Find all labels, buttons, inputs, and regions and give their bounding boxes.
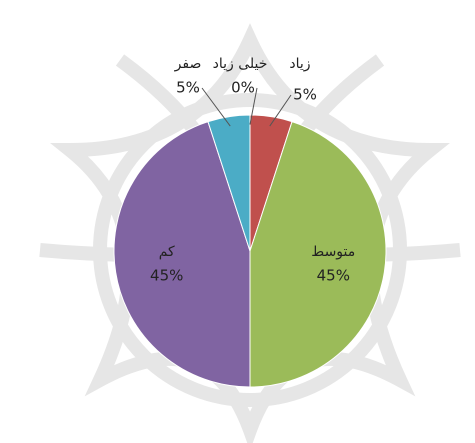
value-label: 5%	[176, 79, 200, 97]
category-label: صفر	[174, 56, 202, 72]
value-label: 45%	[150, 267, 183, 285]
category-label: زیاد	[289, 56, 310, 72]
category-label: متوسط	[311, 244, 355, 260]
value-label: 0%	[231, 79, 255, 97]
category-label: خیلی زیاد	[213, 56, 268, 72]
chart: زیاد 5% متوسط 45% کم 45% صفر 5% خیلی زیاد 0%	[0, 0, 475, 443]
value-label: 5%	[293, 86, 317, 104]
category-label: کم	[159, 244, 175, 260]
value-label: 45%	[317, 267, 350, 285]
